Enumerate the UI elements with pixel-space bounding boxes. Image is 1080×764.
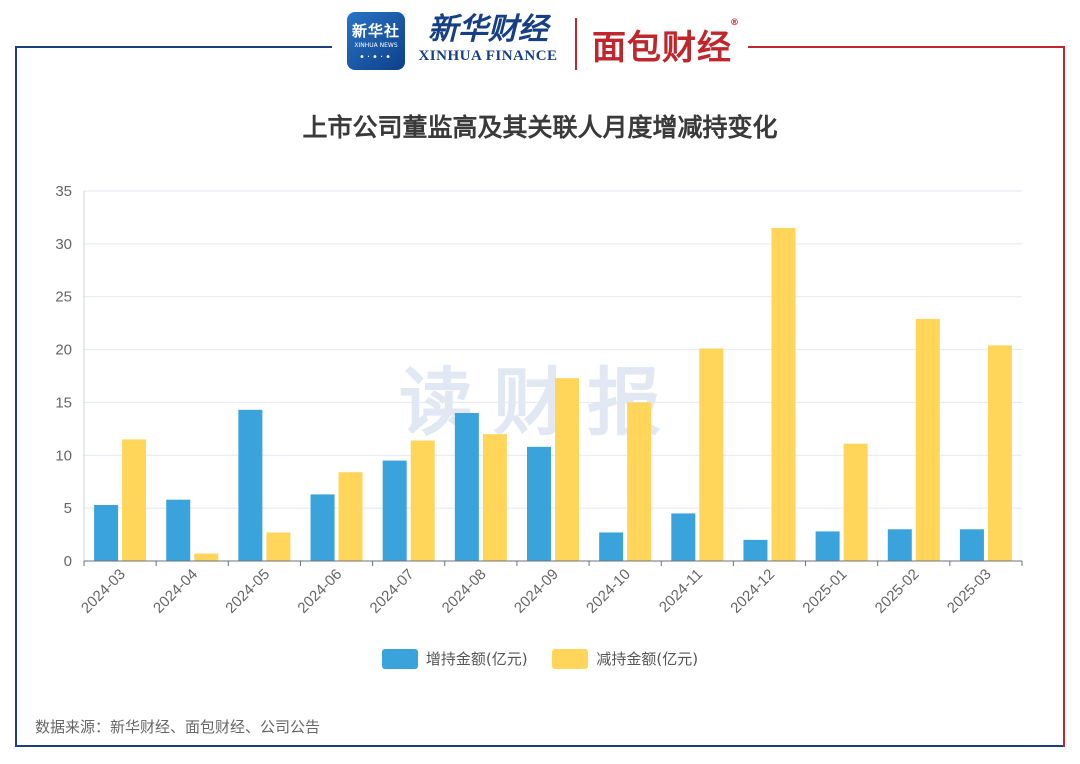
bar-increase [382, 460, 407, 561]
y-tick-label: 25 [55, 289, 72, 306]
brand-cn: 新华财经 [428, 12, 548, 47]
brand2-text: 面包财经 [592, 28, 732, 68]
x-tick-label: 2024-09 [511, 566, 562, 617]
legend-item-increase[interactable]: 增持金额(亿元) [381, 648, 528, 669]
bar-decrease [338, 472, 363, 561]
frame-top-right-line [748, 46, 1065, 48]
bar-decrease [194, 553, 219, 561]
bar-increase [599, 532, 624, 561]
bar-decrease [482, 434, 507, 561]
x-tick-label: 2024-04 [150, 566, 201, 617]
y-tick-label: 20 [55, 342, 72, 359]
legend: 增持金额(亿元) 减持金额(亿元) [0, 648, 1080, 673]
mianbao-brand: 面包财经 ® [592, 18, 739, 69]
grid-lines [84, 190, 1022, 509]
chart-title: 上市公司董监高及其关联人月度增减持变化 [302, 113, 778, 142]
bar-increase [527, 446, 551, 561]
watermark-text: 读财报 [399, 360, 681, 446]
bar-increase [743, 539, 768, 561]
x-tick-label: 2024-12 [727, 566, 778, 617]
x-tick-label: 2025-01 [799, 566, 850, 617]
y-tick-label: 35 [55, 183, 72, 200]
xinhua-news-logo: 新华社 XINHUA NEWS •·•·• [347, 12, 405, 70]
bar-decrease [627, 402, 652, 561]
registered-mark: ® [730, 18, 740, 28]
x-tick-label: 2025-03 [944, 566, 995, 617]
y-tick-label: 5 [64, 500, 72, 517]
brand-en: XINHUA FINANCE [418, 48, 558, 64]
y-tick-label: 15 [55, 394, 72, 411]
frame-top-left-line [15, 46, 332, 48]
bar-increase [238, 409, 263, 561]
y-tick-label: 0 [64, 553, 72, 570]
logo-en-text: XINHUA NEWS [354, 42, 398, 49]
bar-increase [94, 504, 119, 561]
legend-label-increase: 增持金额(亿元) [425, 650, 528, 668]
bar-decrease [843, 443, 868, 561]
logo-cn-text: 新华社 [351, 22, 400, 40]
frame-right-border [1063, 46, 1065, 747]
data-source-note: 数据来源：新华财经、面包财经、公司公告 [35, 718, 321, 736]
bar-decrease [555, 378, 579, 561]
bar-increase [454, 413, 479, 561]
bar-increase [310, 494, 335, 561]
brand-separator [575, 18, 577, 70]
x-tick-label: 2024-08 [439, 566, 490, 617]
legend-swatch-increase [381, 648, 418, 669]
x-tick-label: 2024-05 [222, 566, 273, 617]
bar-decrease [771, 228, 796, 561]
x-tick-label: 2024-11 [656, 566, 706, 616]
y-tick-label: 10 [55, 447, 72, 464]
bars-group [94, 228, 1012, 561]
bar-decrease [410, 440, 435, 561]
x-tick-label: 2025-02 [872, 566, 923, 617]
xinhua-finance-brand: 新华财经 XINHUA FINANCE [418, 12, 558, 65]
x-tick-label: 2024-03 [78, 566, 129, 617]
bar-decrease [915, 318, 940, 561]
network-dots-icon: •·•·• [358, 52, 394, 63]
bar-increase [959, 529, 984, 561]
legend-label-decrease: 减持金额(亿元) [596, 650, 699, 668]
bar-decrease [266, 532, 291, 561]
bar-increase [671, 513, 696, 561]
bar-increase [166, 499, 191, 561]
legend-swatch-decrease [552, 648, 589, 669]
x-tick-label: 2024-07 [367, 566, 418, 617]
x-tick-label: 2024-06 [294, 566, 345, 617]
y-tick-label: 30 [55, 236, 72, 253]
bar-decrease [699, 348, 724, 561]
bar-increase [887, 529, 912, 561]
x-tick-label: 2024-10 [583, 566, 634, 617]
legend-item-decrease[interactable]: 减持金额(亿元) [552, 648, 698, 669]
bar-decrease [987, 345, 1012, 561]
bar-decrease [122, 439, 147, 561]
bar-increase [815, 531, 840, 561]
